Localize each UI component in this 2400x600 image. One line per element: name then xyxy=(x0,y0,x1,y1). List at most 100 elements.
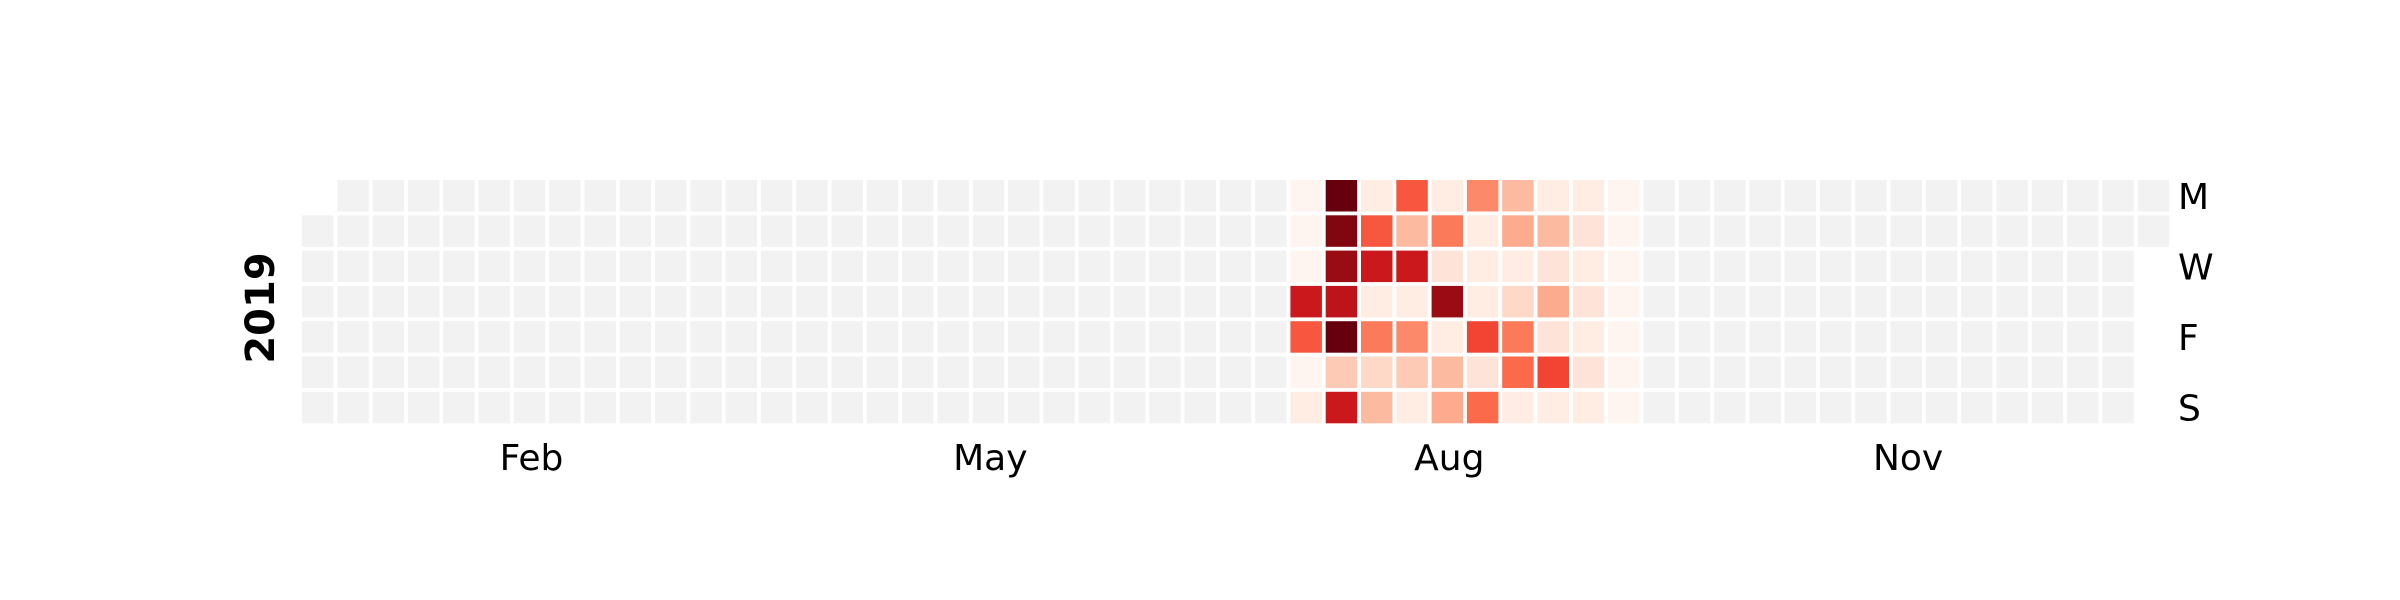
day-cell xyxy=(620,321,652,353)
day-cell xyxy=(514,215,546,247)
day-cell xyxy=(1255,392,1287,424)
day-cell xyxy=(373,357,405,389)
day-cell xyxy=(655,251,687,283)
day-cell xyxy=(1079,357,1111,389)
day-cell xyxy=(1220,286,1252,318)
day-label: S xyxy=(2178,389,2201,430)
day-cell xyxy=(902,392,934,424)
day-cell xyxy=(373,251,405,283)
day-cell xyxy=(1220,321,1252,353)
day-cell xyxy=(1538,357,1570,389)
day-cell xyxy=(1573,286,1605,318)
day-cell xyxy=(796,251,828,283)
day-cell xyxy=(1608,180,1640,212)
day-cell xyxy=(1008,321,1040,353)
day-cell xyxy=(1820,251,1852,283)
day-cell xyxy=(1149,215,1181,247)
day-cell xyxy=(1361,392,1393,424)
day-cell xyxy=(1255,251,1287,283)
day-cell xyxy=(902,215,934,247)
day-cell xyxy=(1185,251,1217,283)
day-cell xyxy=(1749,357,1781,389)
day-cell xyxy=(973,321,1005,353)
day-cell xyxy=(337,357,369,389)
day-cell xyxy=(1361,180,1393,212)
day-cell xyxy=(796,357,828,389)
day-cell xyxy=(832,251,864,283)
day-cell xyxy=(373,321,405,353)
month-label: Aug xyxy=(1414,438,1484,479)
day-cell xyxy=(796,180,828,212)
day-cell xyxy=(1608,286,1640,318)
day-cell xyxy=(1079,215,1111,247)
day-cell xyxy=(1220,180,1252,212)
day-cell xyxy=(1361,357,1393,389)
day-cell xyxy=(584,321,616,353)
day-cell xyxy=(1714,215,1746,247)
month-label: May xyxy=(953,438,1027,479)
day-cell xyxy=(1185,180,1217,212)
day-cell xyxy=(1996,215,2028,247)
month-label: Feb xyxy=(500,438,564,479)
day-cell xyxy=(1749,286,1781,318)
day-cell xyxy=(1855,321,1887,353)
day-cell xyxy=(2032,251,2064,283)
day-cell xyxy=(620,286,652,318)
day-cell xyxy=(867,251,899,283)
year-label: 2019 xyxy=(238,252,284,363)
day-cell xyxy=(1785,180,1817,212)
day-cell xyxy=(1396,215,1428,247)
day-cell xyxy=(1502,215,1534,247)
day-cell xyxy=(1467,215,1499,247)
day-cell xyxy=(1326,180,1358,212)
day-cell xyxy=(549,251,581,283)
day-cell xyxy=(2102,286,2134,318)
day-cell xyxy=(1149,180,1181,212)
day-cell xyxy=(1149,321,1181,353)
day-cell xyxy=(690,392,722,424)
day-cell xyxy=(1820,321,1852,353)
day-cell xyxy=(1573,321,1605,353)
day-cell xyxy=(690,321,722,353)
day-cell xyxy=(1396,180,1428,212)
day-cell xyxy=(408,180,440,212)
day-cell xyxy=(1326,392,1358,424)
day-cell xyxy=(1290,215,1322,247)
day-cell xyxy=(796,392,828,424)
day-cell xyxy=(1573,392,1605,424)
day-cell xyxy=(1185,357,1217,389)
day-cell xyxy=(832,286,864,318)
day-cell xyxy=(1714,321,1746,353)
day-cell xyxy=(973,251,1005,283)
day-cell xyxy=(1114,251,1146,283)
day-cell xyxy=(1855,251,1887,283)
day-cell xyxy=(761,357,793,389)
day-cell xyxy=(620,357,652,389)
day-cell xyxy=(1149,251,1181,283)
day-cell xyxy=(1608,215,1640,247)
day-cell xyxy=(1926,286,1958,318)
day-cell xyxy=(1502,357,1534,389)
day-cell xyxy=(1467,321,1499,353)
day-cell xyxy=(2067,251,2099,283)
day-cell xyxy=(1785,215,1817,247)
day-cell xyxy=(1043,357,1075,389)
day-cell xyxy=(1679,215,1711,247)
day-cell xyxy=(1538,180,1570,212)
day-cell xyxy=(1008,357,1040,389)
day-cell xyxy=(973,286,1005,318)
day-cell xyxy=(1114,215,1146,247)
day-cell xyxy=(373,286,405,318)
day-cell xyxy=(726,286,758,318)
day-cell xyxy=(479,215,511,247)
day-cell xyxy=(1361,215,1393,247)
day-cell xyxy=(2067,180,2099,212)
day-cell xyxy=(867,321,899,353)
day-cell xyxy=(761,215,793,247)
day-cell xyxy=(1361,251,1393,283)
day-cell xyxy=(1961,357,1993,389)
day-cell xyxy=(1679,286,1711,318)
day-cell xyxy=(1996,286,2028,318)
day-cell xyxy=(1043,180,1075,212)
day-cell xyxy=(2032,357,2064,389)
